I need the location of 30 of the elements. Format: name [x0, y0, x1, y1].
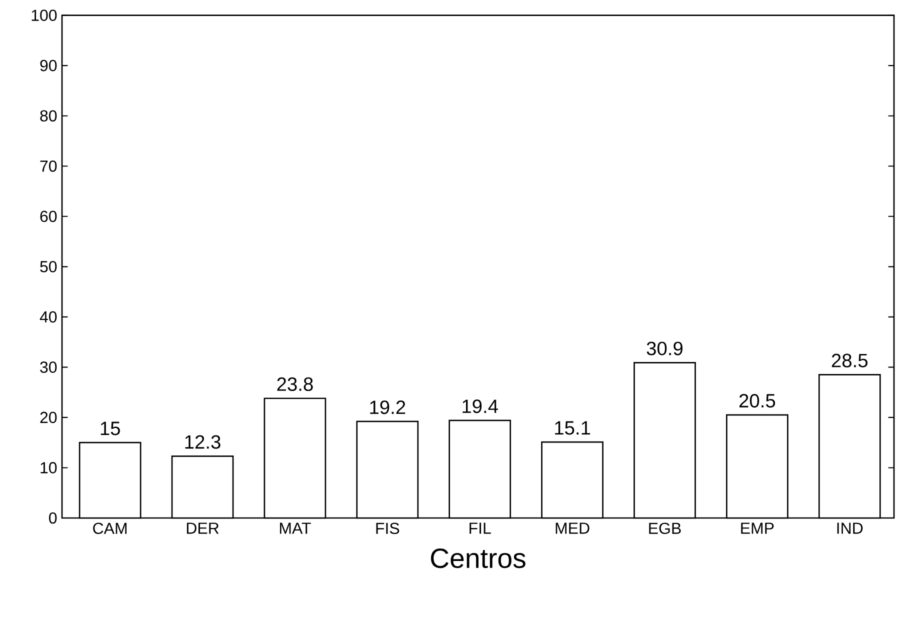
y-tick-label: 100 — [32, 10, 57, 21]
data-label: 19.2 — [370, 400, 406, 414]
y-tick-label: 60 — [40, 210, 57, 222]
data-label: 20.5 — [739, 394, 776, 408]
data-label: 15.1 — [555, 421, 590, 435]
x-tick-label: CAM — [93, 522, 127, 534]
data-label: 15 — [100, 422, 120, 436]
y-tick-label: 80 — [40, 110, 57, 122]
data-label: 12.3 — [185, 435, 220, 449]
y-tick-label: 30 — [40, 362, 57, 373]
x-tick-label: MED — [556, 522, 590, 534]
x-tick-label: IND — [837, 522, 863, 534]
y-tick-label: 90 — [40, 60, 57, 72]
y-tick-label: 70 — [40, 160, 57, 172]
x-tick-label: FIS — [376, 522, 400, 534]
x-tick-label: FIL — [470, 522, 491, 534]
y-tick-label: 50 — [40, 260, 57, 272]
data-label: 19.4 — [462, 400, 498, 414]
y-tick-label: 40 — [40, 311, 57, 323]
x-axis-title: Centros — [430, 548, 526, 568]
x-tick-label: MAT — [280, 522, 311, 534]
x-tick-label: EGB — [649, 522, 681, 534]
data-label: 30.9 — [646, 342, 683, 356]
y-tick-label: 10 — [40, 462, 57, 474]
y-tick-label: 20 — [40, 412, 57, 424]
y-tick-label: 0 — [49, 512, 57, 524]
x-tick-label: DER — [186, 522, 219, 534]
x-tick-label: EMP — [741, 522, 774, 534]
data-label: 23.8 — [277, 377, 313, 391]
data-label: 28.5 — [832, 354, 868, 368]
